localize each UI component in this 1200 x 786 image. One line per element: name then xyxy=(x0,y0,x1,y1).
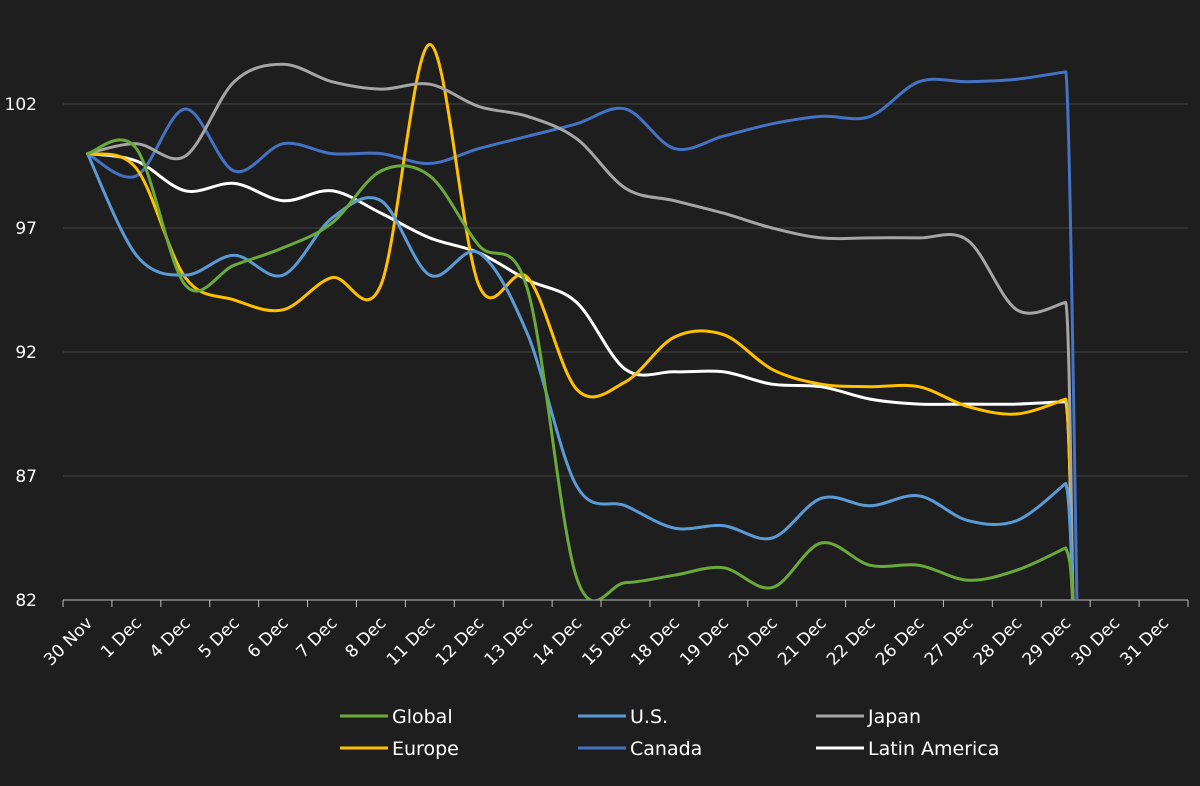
legend-label-global: Global xyxy=(392,706,453,728)
y-tick-label: 102 xyxy=(5,95,37,115)
gridlines xyxy=(63,103,1188,477)
legend-label-latin-america: Latin America xyxy=(868,738,999,760)
legend-label-europe: Europe xyxy=(392,738,459,760)
legend-label-japan: Japan xyxy=(867,706,921,728)
plot-area xyxy=(86,43,1079,600)
legend-label-u-s-: U.S. xyxy=(630,706,668,728)
series-line-latin-america xyxy=(86,152,1075,600)
series-line-global xyxy=(86,138,1074,600)
legend: Global U.S. Japan Europe Canada Latin America xyxy=(340,706,999,760)
series-line-u-s- xyxy=(86,152,1075,600)
y-tick-label: 92 xyxy=(15,343,37,363)
y-tick-label: 87 xyxy=(15,467,37,487)
y-axis: 82 87 92 97 102 xyxy=(5,95,37,611)
series-line-japan xyxy=(86,62,1075,600)
y-tick-label: 97 xyxy=(15,219,37,239)
y-tick-label: 82 xyxy=(15,591,37,611)
series-line-europe xyxy=(86,43,1075,600)
legend-label-canada: Canada xyxy=(630,738,702,760)
series-line-canada xyxy=(86,70,1079,600)
